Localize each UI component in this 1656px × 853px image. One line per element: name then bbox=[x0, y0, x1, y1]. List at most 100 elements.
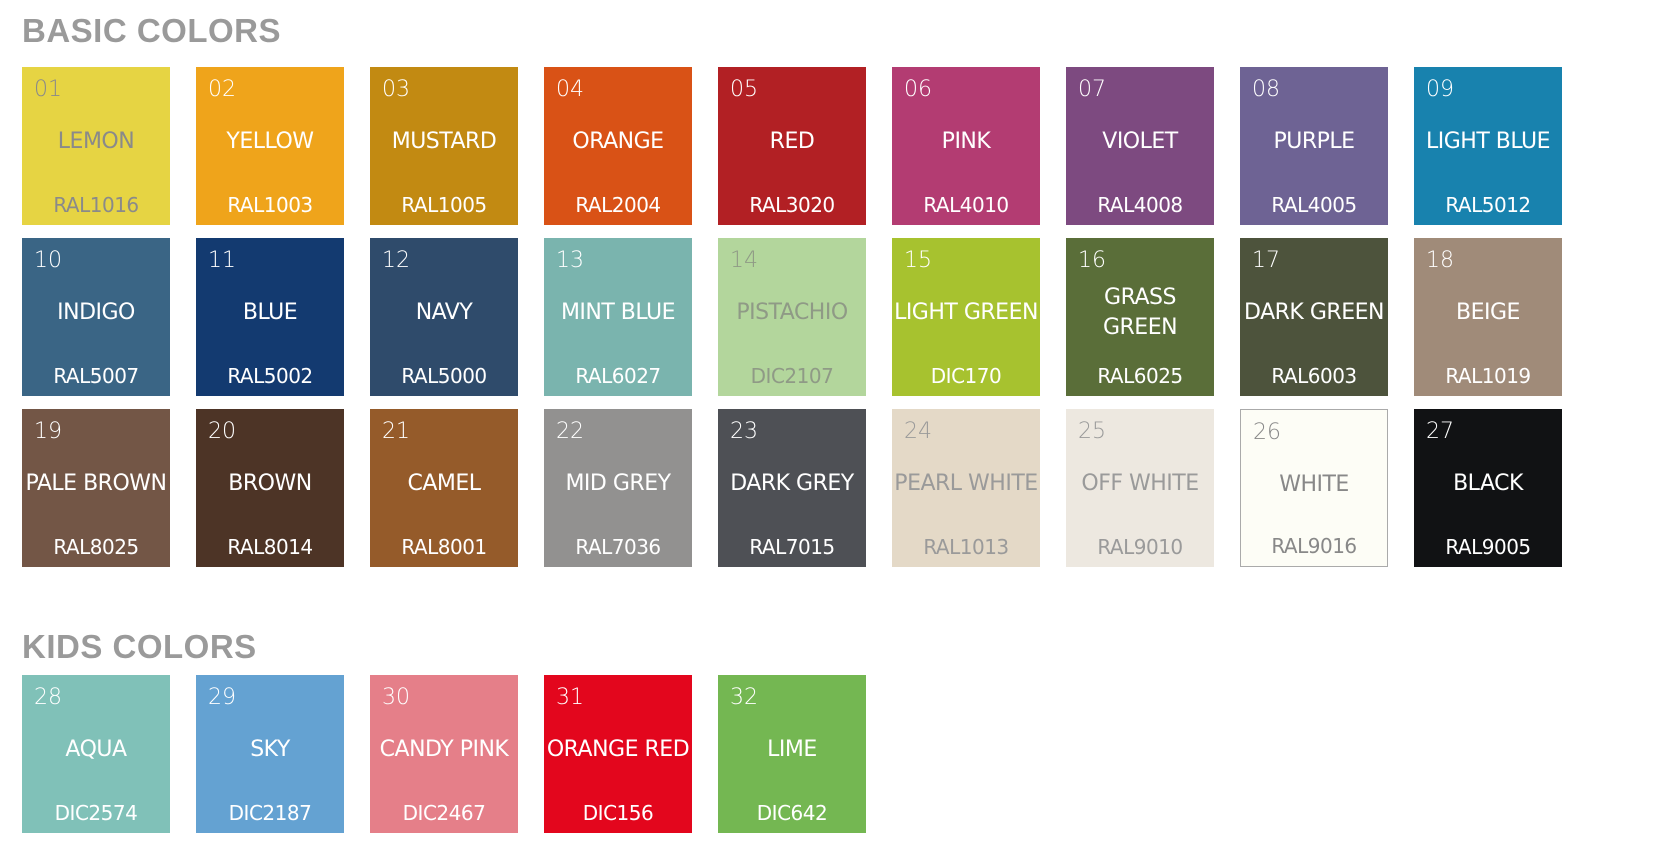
swatch-name: DARK GREY bbox=[730, 471, 854, 496]
swatch-name: VIOLET bbox=[1102, 129, 1178, 154]
swatch-name: CANDY PINK bbox=[379, 737, 509, 762]
color-swatch[interactable]: 09 LIGHT BLUE RAL5012 bbox=[1414, 67, 1562, 225]
swatch-number: 30 bbox=[382, 685, 410, 710]
color-swatch[interactable]: 14 PISTACHIO DIC2107 bbox=[718, 238, 866, 396]
color-swatch[interactable]: 21 CAMEL RAL8001 bbox=[370, 409, 518, 567]
color-swatch[interactable]: 19 PALE BROWN RAL8025 bbox=[22, 409, 170, 567]
swatch-name: PISTACHIO bbox=[736, 300, 848, 325]
swatch-name: GRASS GREEN bbox=[1102, 285, 1178, 340]
swatch-number: 02 bbox=[208, 77, 236, 102]
color-swatch[interactable]: 16 GRASS GREEN RAL6025 bbox=[1066, 238, 1214, 396]
swatch-code: RAL9016 bbox=[1271, 534, 1357, 558]
swatch-code: RAL1016 bbox=[53, 193, 139, 217]
swatch-code: RAL4008 bbox=[1097, 193, 1183, 217]
swatch-code: RAL1013 bbox=[923, 535, 1009, 559]
swatch-name: PEARL WHITE bbox=[894, 471, 1038, 496]
color-swatch[interactable]: 31 ORANGE RED DIC156 bbox=[544, 675, 692, 833]
swatch-number: 14 bbox=[730, 248, 758, 273]
color-swatch[interactable]: 10 INDIGO RAL5007 bbox=[22, 238, 170, 396]
swatch-name: LEMON bbox=[57, 129, 135, 154]
color-swatch[interactable]: 26 WHITE RAL9016 bbox=[1240, 409, 1388, 567]
swatch-code: RAL5007 bbox=[53, 364, 139, 388]
swatch-number: 29 bbox=[208, 685, 236, 710]
swatch-name: NAVY bbox=[415, 300, 473, 325]
swatch-name: RED bbox=[769, 129, 815, 154]
swatch-code: RAL1005 bbox=[401, 193, 487, 217]
swatch-name: WHITE bbox=[1279, 472, 1349, 497]
swatch-code: RAL6003 bbox=[1271, 364, 1357, 388]
color-swatch[interactable]: 11 BLUE RAL5002 bbox=[196, 238, 344, 396]
color-swatch[interactable]: 24 PEARL WHITE RAL1013 bbox=[892, 409, 1040, 567]
color-swatch[interactable]: 22 MID GREY RAL7036 bbox=[544, 409, 692, 567]
color-swatch[interactable]: 07 VIOLET RAL4008 bbox=[1066, 67, 1214, 225]
swatch-code: DIC2467 bbox=[402, 801, 486, 825]
color-swatch[interactable]: 15 LIGHT GREEN DIC170 bbox=[892, 238, 1040, 396]
swatch-number: 26 bbox=[1253, 420, 1281, 445]
swatch-number: 09 bbox=[1426, 77, 1454, 102]
color-swatch[interactable]: 01 LEMON RAL1016 bbox=[22, 67, 170, 225]
swatch-name: BROWN bbox=[228, 471, 312, 496]
swatch-number: 16 bbox=[1078, 248, 1106, 273]
basic-colors-title: BASIC COLORS bbox=[22, 12, 282, 49]
color-swatch[interactable]: 08 PURPLE RAL4005 bbox=[1240, 67, 1388, 225]
swatch-code: RAL8001 bbox=[401, 535, 487, 559]
color-swatch[interactable]: 29 SKY DIC2187 bbox=[196, 675, 344, 833]
color-swatch[interactable]: 05 RED RAL3020 bbox=[718, 67, 866, 225]
swatch-name: OFF WHITE bbox=[1081, 471, 1199, 496]
swatch-code: DIC170 bbox=[930, 364, 1002, 388]
swatch-number: 21 bbox=[382, 419, 410, 444]
swatch-number: 06 bbox=[904, 77, 932, 102]
color-swatch[interactable]: 20 BROWN RAL8014 bbox=[196, 409, 344, 567]
swatch-name: PURPLE bbox=[1273, 129, 1355, 154]
swatch-number: 24 bbox=[904, 419, 932, 444]
swatch-code: RAL4005 bbox=[1271, 193, 1357, 217]
swatch-number: 05 bbox=[730, 77, 758, 102]
swatch-code: RAL5012 bbox=[1445, 193, 1531, 217]
swatch-name: YELLOW bbox=[226, 129, 314, 154]
swatch-number: 08 bbox=[1252, 77, 1280, 102]
swatch-code: DIC642 bbox=[756, 801, 828, 825]
swatch-number: 07 bbox=[1078, 77, 1106, 102]
swatch-name: SKY bbox=[250, 737, 290, 762]
swatch-number: 03 bbox=[382, 77, 410, 102]
swatch-name: ORANGE RED bbox=[546, 737, 690, 762]
swatch-code: DIC2574 bbox=[54, 801, 138, 825]
basic-colors-grid: 01 LEMON RAL1016 02 YELLOW RAL1003 03 MUSTARD RA… bbox=[22, 67, 1562, 567]
swatch-code: DIC156 bbox=[582, 801, 654, 825]
color-swatch[interactable]: 27 BLACK RAL9005 bbox=[1414, 409, 1562, 567]
swatch-name: DARK GREEN bbox=[1244, 300, 1384, 325]
color-swatch[interactable]: 04 ORANGE RAL2004 bbox=[544, 67, 692, 225]
swatch-name: ORANGE bbox=[572, 129, 664, 154]
color-swatch[interactable]: 28 AQUA DIC2574 bbox=[22, 675, 170, 833]
swatch-name: LIME bbox=[767, 737, 817, 762]
swatch-number: 32 bbox=[730, 685, 758, 710]
swatch-code: RAL5000 bbox=[401, 364, 487, 388]
kids-colors-title: KIDS COLORS bbox=[22, 628, 257, 665]
swatch-number: 10 bbox=[34, 248, 62, 273]
color-swatch[interactable]: 02 YELLOW RAL1003 bbox=[196, 67, 344, 225]
color-swatch[interactable]: 23 DARK GREY RAL7015 bbox=[718, 409, 866, 567]
swatch-name: BEIGE bbox=[1456, 300, 1520, 325]
swatch-name: PINK bbox=[941, 129, 991, 154]
color-swatch[interactable]: 32 LIME DIC642 bbox=[718, 675, 866, 833]
color-swatch[interactable]: 13 MINT BLUE RAL6027 bbox=[544, 238, 692, 396]
swatch-name: AQUA bbox=[65, 737, 127, 762]
swatch-code: RAL7015 bbox=[749, 535, 835, 559]
swatch-name: PALE BROWN bbox=[25, 471, 167, 496]
color-swatch[interactable]: 12 NAVY RAL5000 bbox=[370, 238, 518, 396]
color-swatch[interactable]: 03 MUSTARD RAL1005 bbox=[370, 67, 518, 225]
swatch-name: CAMEL bbox=[407, 471, 481, 496]
color-swatch[interactable]: 17 DARK GREEN RAL6003 bbox=[1240, 238, 1388, 396]
swatch-code: RAL5002 bbox=[227, 364, 313, 388]
color-swatch[interactable]: 30 CANDY PINK DIC2467 bbox=[370, 675, 518, 833]
swatch-number: 13 bbox=[556, 248, 584, 273]
swatch-number: 20 bbox=[208, 419, 236, 444]
swatch-number: 18 bbox=[1426, 248, 1454, 273]
color-swatch[interactable]: 18 BEIGE RAL1019 bbox=[1414, 238, 1562, 396]
swatch-code: DIC2187 bbox=[228, 801, 312, 825]
swatch-code: RAL9010 bbox=[1097, 535, 1183, 559]
color-swatch[interactable]: 06 PINK RAL4010 bbox=[892, 67, 1040, 225]
kids-colors-grid: 28 AQUA DIC2574 29 SKY DIC2187 30 CANDY PINK DIC… bbox=[22, 675, 1562, 833]
color-swatch[interactable]: 25 OFF WHITE RAL9010 bbox=[1066, 409, 1214, 567]
swatch-code: RAL1019 bbox=[1445, 364, 1531, 388]
